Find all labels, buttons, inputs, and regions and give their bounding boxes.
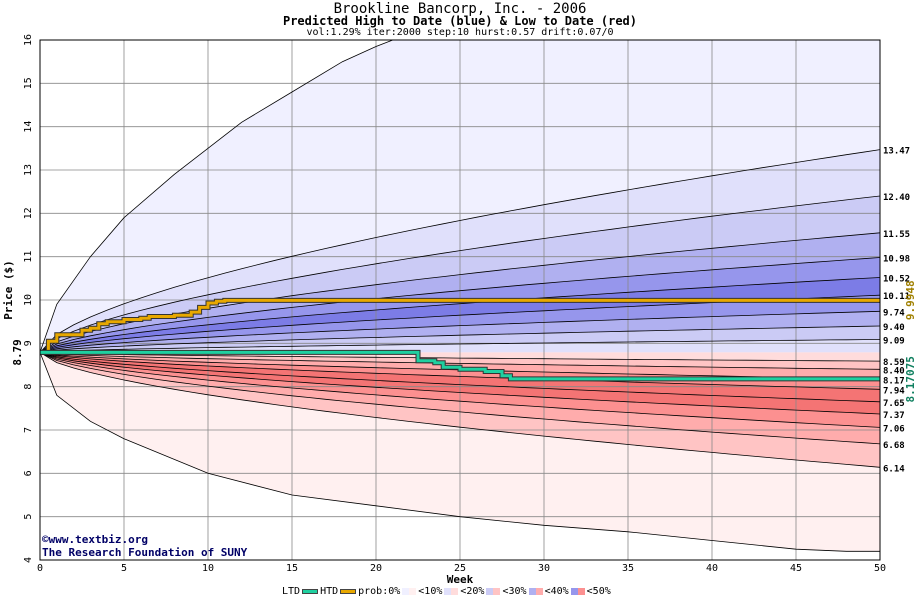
lower-quantile-line xyxy=(40,352,880,428)
chart-subtitle: Predicted High to Date (blue) & Low to D… xyxy=(282,14,637,28)
legend-prob-20: <20% xyxy=(460,586,485,597)
lower-band xyxy=(40,352,880,444)
quantile-end-label: 8.17 xyxy=(883,376,905,386)
quantile-end-label: 10.52 xyxy=(883,274,910,284)
y-tick-label: 7 xyxy=(23,427,34,433)
lower-quantile-line xyxy=(40,352,880,390)
plot-area xyxy=(40,40,880,560)
plot-border xyxy=(39,39,881,561)
credit-org: The Research Foundation of SUNY xyxy=(42,546,248,559)
x-tick-label: 45 xyxy=(790,563,802,574)
y-tick-label: 12 xyxy=(23,207,34,219)
legend-prob-0: prob:0% xyxy=(358,586,401,597)
y-axis-label: Price ($) xyxy=(2,260,15,320)
legend-prob-30: <30% xyxy=(502,586,527,597)
upper-quantile-line xyxy=(40,310,880,353)
legend-swatch-40 xyxy=(570,588,585,595)
htd-line xyxy=(40,298,880,354)
x-tick-label: 50 xyxy=(874,563,886,574)
quantile-end-label: 7.06 xyxy=(883,424,905,434)
credit-url[interactable]: www.textbiz.org xyxy=(48,533,148,546)
lower-quantile-line xyxy=(40,352,880,468)
copyright-icon: © xyxy=(42,533,49,546)
legend-htd-label: HTD xyxy=(320,586,339,597)
lower-quantile-line xyxy=(40,352,880,362)
y-tick-label: 5 xyxy=(23,514,34,520)
lower-quantile-line xyxy=(40,352,880,552)
legend-prob-40: <40% xyxy=(544,586,569,597)
y-tick-label: 16 xyxy=(23,34,34,46)
y-tick-label: 9 xyxy=(23,340,34,346)
lower-quantile-line xyxy=(40,352,880,370)
upper-quantile-line xyxy=(40,325,880,353)
y-tick-label: 4 xyxy=(23,557,34,563)
upper-quantile-line xyxy=(40,277,880,353)
quantile-end-label: 12.40 xyxy=(883,193,910,203)
y-tick-label: 11 xyxy=(23,251,34,263)
legend-ltd-label: LTD xyxy=(282,586,301,597)
x-axis-label: Week xyxy=(447,573,474,586)
upper-quantile-line xyxy=(40,257,880,353)
x-tick-label: 15 xyxy=(286,563,298,574)
y-tick-label: 14 xyxy=(23,121,34,133)
ltd-end-label: 8.17075 xyxy=(904,356,917,402)
quantile-end-label: 9.74 xyxy=(883,308,905,318)
upper-band xyxy=(40,257,880,353)
lower-band xyxy=(40,352,880,428)
ltd-line xyxy=(40,350,880,381)
quantile-end-label: 9.09 xyxy=(883,336,905,346)
legend-htd-swatch xyxy=(340,589,357,594)
y-tick-label: 8 xyxy=(23,384,34,390)
quantile-end-label: 7.94 xyxy=(883,386,905,396)
quantile-end-label: 6.14 xyxy=(883,464,905,474)
lower-quantile-line xyxy=(40,352,880,445)
quantile-end-label: 6.68 xyxy=(883,441,905,451)
upper-quantile-line xyxy=(40,40,880,353)
upper-quantile-line xyxy=(40,339,880,353)
y-tick-label: 6 xyxy=(23,470,34,476)
legend-swatch-10 xyxy=(444,588,459,595)
chart-params: vol:1.29% iter:2000 step:10 hurst:0.57 d… xyxy=(306,27,614,38)
x-tick-label: 10 xyxy=(202,563,214,574)
legend: LTD HTD prob:0% <10% <20% <30% <40% <50% xyxy=(282,586,611,597)
legend-prob-50: <50% xyxy=(586,586,611,597)
x-tick-label: 25 xyxy=(454,563,466,574)
quantile-end-label: 8.40 xyxy=(883,366,905,376)
quantile-end-label: 8.59 xyxy=(883,358,905,368)
x-tick-label: 30 xyxy=(538,563,550,574)
x-tick-label: 35 xyxy=(622,563,634,574)
upper-band xyxy=(40,149,880,353)
quantile-end-label: 11.55 xyxy=(883,230,910,240)
quantile-end-label: 10.98 xyxy=(883,255,910,265)
quantile-end-label: 9.40 xyxy=(883,323,905,333)
chart-title: Brookline Bancorp, Inc. - 2006 xyxy=(333,1,587,17)
y-tick-label: 15 xyxy=(23,77,34,89)
upper-band xyxy=(40,232,880,353)
y-tick-label: 10 xyxy=(23,294,34,306)
y-tick-label: 13 xyxy=(23,164,34,176)
x-tick-label: 40 xyxy=(706,563,718,574)
quantile-end-label: 7.37 xyxy=(883,411,905,421)
x-tick-label: 0 xyxy=(37,563,43,574)
legend-prob-10: <10% xyxy=(418,586,443,597)
quantile-end-label: 13.47 xyxy=(883,147,910,157)
upper-quantile-line xyxy=(40,149,880,353)
quantile-end-label: 10.11 xyxy=(883,292,910,302)
lower-band xyxy=(40,352,880,468)
lower-quantile-line xyxy=(40,352,880,415)
x-tick-label: 5 xyxy=(121,563,127,574)
legend-ltd-swatch xyxy=(302,589,319,594)
x-tick-label: 20 xyxy=(370,563,382,574)
lower-quantile-line xyxy=(40,352,880,403)
upper-quantile-line xyxy=(40,195,880,353)
credit-block: ©www.textbiz.org The Research Foundation… xyxy=(42,533,247,559)
start-value-label: 8.79 xyxy=(11,339,24,366)
quantile-end-label: 7.65 xyxy=(883,399,905,409)
legend-swatch-20 xyxy=(486,588,501,595)
lower-band xyxy=(40,352,880,414)
legend-swatch-30 xyxy=(528,588,543,595)
htd-end-label: 9.9948 xyxy=(904,280,917,320)
legend-swatch-0 xyxy=(402,588,417,595)
